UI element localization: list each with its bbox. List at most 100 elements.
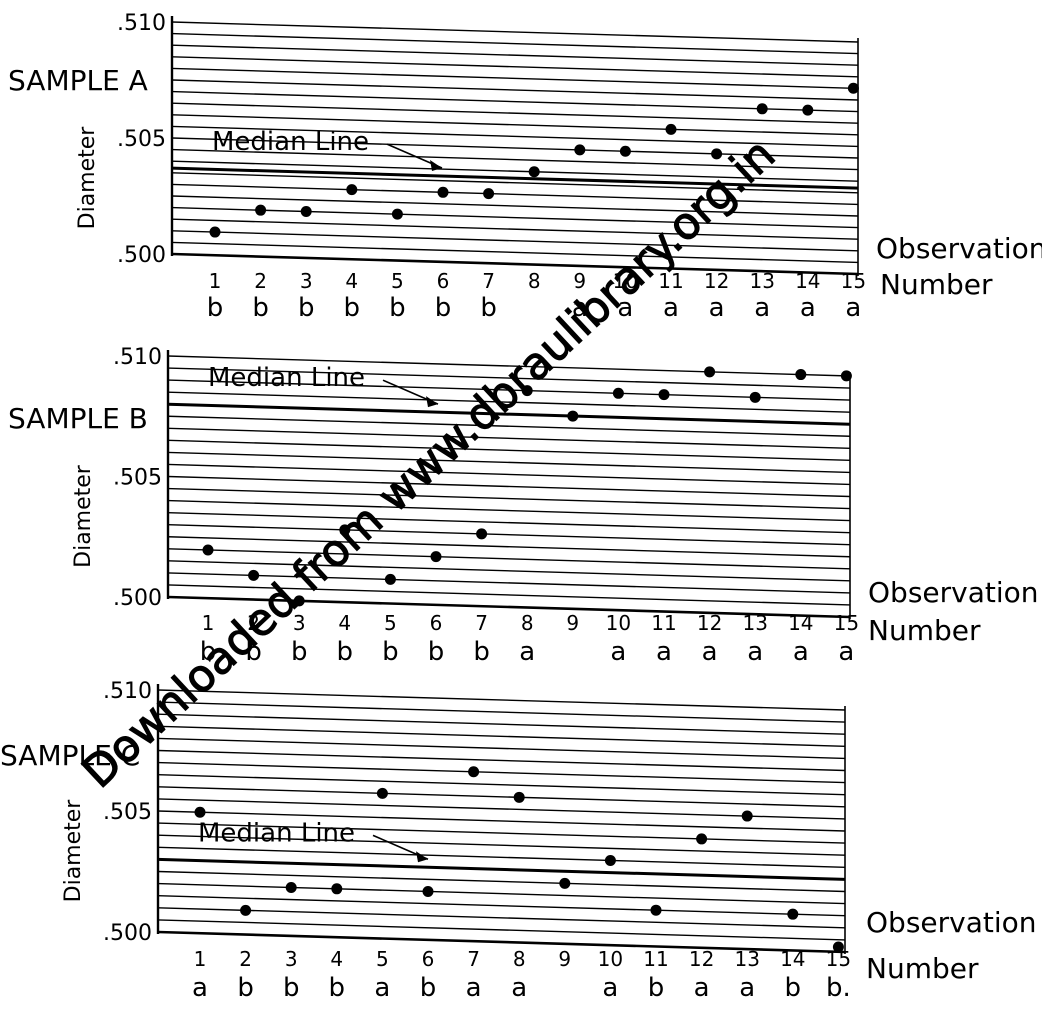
- x-axis-label-line1: Observation: [866, 906, 1037, 939]
- observation-number: 7: [482, 269, 495, 293]
- x-axis-label-line1: Observation: [868, 576, 1039, 609]
- grid-line: [157, 737, 846, 760]
- observation-number: 11: [651, 611, 676, 635]
- grid-line: [167, 415, 851, 437]
- grid-line: [171, 252, 859, 276]
- y-tick-label: .500: [113, 586, 162, 611]
- observation-number: 9: [558, 947, 571, 971]
- observation-code: b: [237, 973, 254, 1003]
- observation-code: a: [838, 637, 854, 667]
- observation-code: b: [389, 293, 406, 323]
- observation-number: 3: [285, 947, 298, 971]
- x-axis-label-line2: Number: [866, 952, 979, 985]
- grid-line: [167, 451, 851, 474]
- observation-number: 15: [841, 269, 866, 293]
- observation-number: 12: [704, 269, 729, 293]
- grid-line: [167, 439, 851, 462]
- observation-number: 2: [254, 269, 267, 293]
- data-point: [741, 810, 753, 822]
- observation-code: b: [337, 637, 354, 667]
- grid-line: [157, 822, 846, 844]
- grid-line: [167, 379, 851, 401]
- observation-number: 10: [613, 269, 638, 293]
- grid-line: [167, 536, 851, 558]
- grid-line: [157, 774, 846, 796]
- grid-line: [157, 725, 846, 747]
- data-point: [483, 188, 495, 200]
- grid-line: [167, 595, 851, 619]
- data-point: [832, 941, 844, 953]
- grid-line: [157, 930, 846, 954]
- data-point: [567, 410, 579, 422]
- data-point: [604, 854, 616, 866]
- observation-code: a: [572, 293, 588, 323]
- observation-code: a: [374, 973, 390, 1003]
- grid-line: [167, 355, 851, 377]
- observation-number: 2: [247, 611, 260, 635]
- observation-number: 13: [742, 611, 767, 635]
- observation-code: b: [382, 637, 399, 667]
- observation-code: b: [291, 637, 308, 667]
- observation-number: 14: [788, 611, 813, 635]
- grid-line: [167, 511, 851, 534]
- data-point: [802, 104, 814, 116]
- data-point: [704, 366, 716, 378]
- observation-number: 4: [345, 269, 358, 293]
- observation-code: a: [466, 973, 482, 1003]
- median-arrowhead: [426, 396, 438, 408]
- observation-code: a: [754, 293, 770, 323]
- grid-line: [171, 172, 859, 194]
- observation-number: 2: [239, 947, 252, 971]
- grid-line: [167, 524, 851, 546]
- grid-line: [171, 125, 859, 148]
- grid-line: [157, 786, 846, 808]
- observation-number: 1: [194, 947, 207, 971]
- data-point: [331, 883, 343, 895]
- observation-code: a: [511, 973, 527, 1003]
- data-point: [749, 391, 761, 403]
- observation-number: 6: [437, 269, 450, 293]
- grid-line: [157, 895, 846, 917]
- grid-line: [171, 32, 859, 55]
- data-point: [300, 206, 312, 218]
- grid-line: [171, 206, 859, 229]
- data-point: [528, 166, 540, 178]
- observation-number: 14: [795, 269, 820, 293]
- x-axis-label-line1: Observation: [876, 232, 1042, 265]
- observation-code: a: [610, 637, 626, 667]
- observation-number: 7: [467, 947, 480, 971]
- observation-number: 8: [521, 611, 534, 635]
- observation-number: 7: [475, 611, 488, 635]
- observation-code: a: [793, 637, 809, 667]
- grid-line: [171, 56, 859, 78]
- y-tick-label: .510: [103, 679, 152, 704]
- grid-line: [167, 427, 851, 449]
- grid-line: [157, 701, 846, 723]
- data-point: [521, 385, 533, 397]
- observation-code: b: [648, 973, 665, 1003]
- median-line: [171, 166, 859, 190]
- y-tick-label: .510: [113, 345, 162, 370]
- observation-number: 8: [528, 269, 541, 293]
- observation-number: 12: [697, 611, 722, 635]
- y-tick-label: .505: [103, 800, 152, 825]
- grid-line: [157, 834, 846, 856]
- observation-number: 15: [826, 947, 851, 971]
- observation-code: b: [252, 293, 269, 323]
- observation-number: 8: [513, 947, 526, 971]
- observation-number: 11: [643, 947, 668, 971]
- observation-code: b: [420, 973, 437, 1003]
- grid-line: [157, 810, 846, 832]
- data-point: [194, 806, 206, 818]
- grid-line: [167, 487, 851, 510]
- grid-line: [171, 102, 859, 124]
- median-line: [167, 402, 851, 426]
- sample-title: SAMPLE B: [8, 402, 148, 435]
- y-tick-label: .510: [117, 11, 166, 36]
- grid-line: [157, 882, 846, 905]
- data-point: [202, 544, 214, 556]
- y-tick-label: .500: [103, 921, 152, 946]
- data-point: [285, 881, 297, 893]
